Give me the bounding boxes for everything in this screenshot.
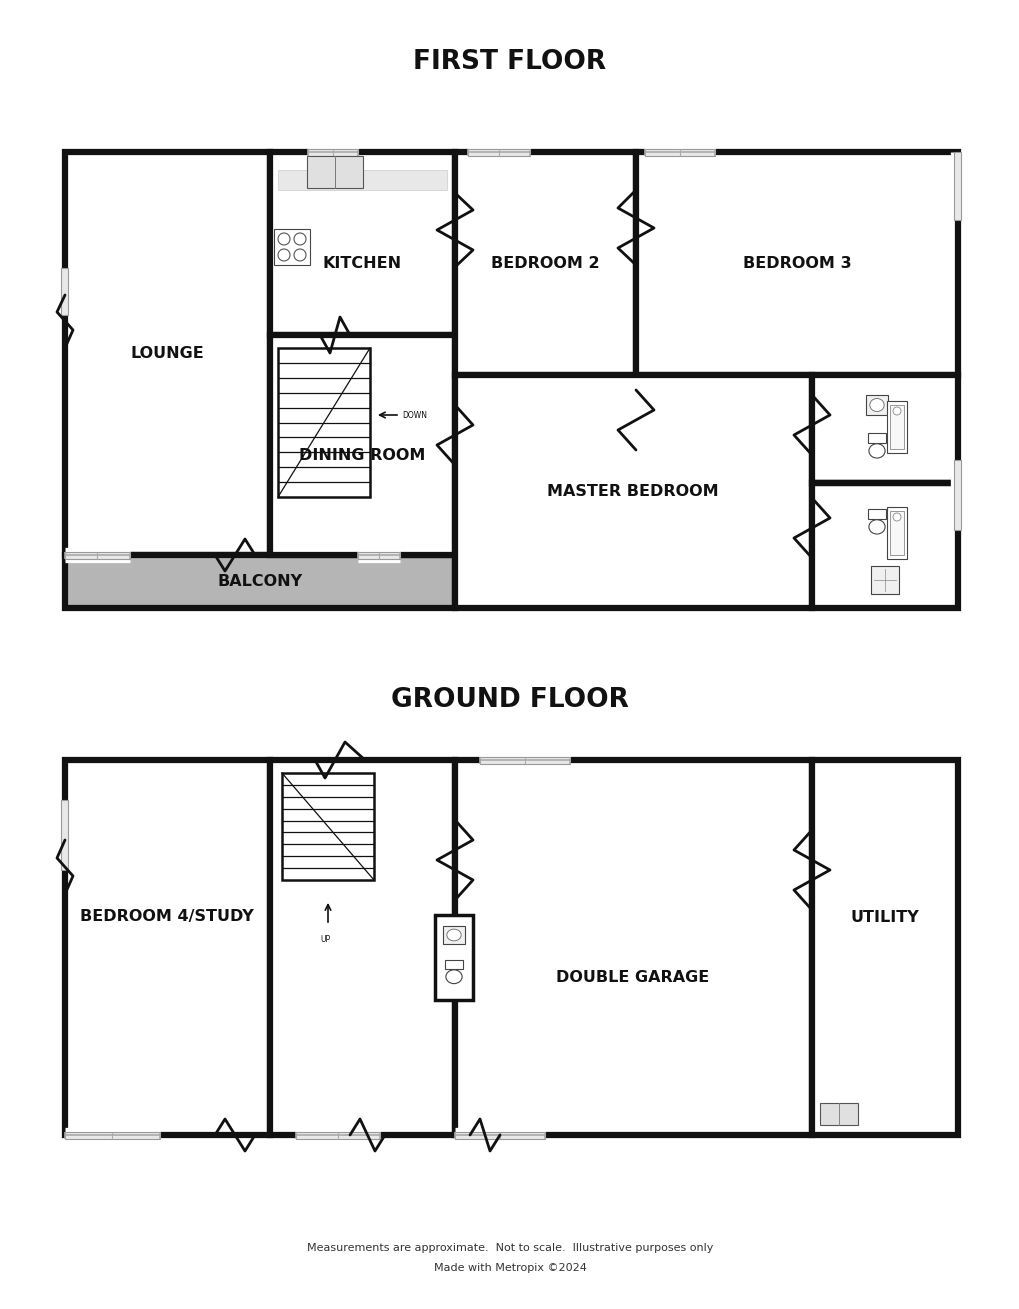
Bar <box>434 915 473 1000</box>
Bar <box>65 761 270 1135</box>
Bar <box>480 757 570 763</box>
Text: UP: UP <box>320 936 330 945</box>
Text: DOWN: DOWN <box>401 411 427 419</box>
Text: BEDROOM 3: BEDROOM 3 <box>742 255 851 271</box>
Bar <box>954 152 961 220</box>
Bar <box>61 268 68 315</box>
Text: KITCHEN: KITCHEN <box>322 255 401 271</box>
Bar <box>270 761 454 1135</box>
Circle shape <box>293 233 306 245</box>
Bar <box>444 959 463 969</box>
Text: BEDROOM 4/STUDY: BEDROOM 4/STUDY <box>81 910 254 924</box>
Bar <box>890 511 903 555</box>
Ellipse shape <box>868 444 884 458</box>
Bar <box>278 170 446 190</box>
Bar <box>296 1131 380 1139</box>
Bar <box>65 152 270 555</box>
Bar <box>308 148 358 156</box>
Bar <box>61 800 68 870</box>
Bar <box>454 152 636 374</box>
Bar <box>644 148 714 156</box>
Bar <box>358 551 399 559</box>
Text: LOUNGE: LOUNGE <box>130 346 204 360</box>
Text: MASTER BEDROOM: MASTER BEDROOM <box>546 483 718 499</box>
Circle shape <box>293 249 306 260</box>
Bar <box>454 761 811 1135</box>
Bar <box>281 774 374 880</box>
Bar <box>307 156 363 188</box>
Ellipse shape <box>445 970 462 983</box>
Bar <box>867 433 886 444</box>
Bar <box>887 507 906 559</box>
Bar <box>274 229 310 264</box>
Bar <box>811 761 957 1135</box>
Bar <box>811 374 957 483</box>
Text: DINING ROOM: DINING ROOM <box>299 448 425 462</box>
Bar <box>65 551 129 559</box>
Bar <box>954 459 961 530</box>
Text: Made with Metropix ©2024: Made with Metropix ©2024 <box>433 1263 586 1272</box>
Bar <box>811 483 957 607</box>
Bar <box>867 509 886 520</box>
Bar <box>278 348 370 497</box>
Ellipse shape <box>868 520 884 534</box>
Bar <box>65 555 454 607</box>
Text: BEDROOM 2: BEDROOM 2 <box>490 255 599 271</box>
Bar <box>442 925 465 944</box>
Text: Measurements are approximate.  Not to scale.  Illustrative purposes only: Measurements are approximate. Not to sca… <box>307 1244 712 1253</box>
Text: UTILITY: UTILITY <box>850 910 918 924</box>
Text: DOUBLE GARAGE: DOUBLE GARAGE <box>555 970 709 984</box>
Bar <box>865 395 888 415</box>
Bar <box>270 152 454 335</box>
Text: BALCONY: BALCONY <box>217 573 303 589</box>
Circle shape <box>892 407 900 415</box>
Text: FIRST FLOOR: FIRST FLOOR <box>413 48 606 75</box>
Bar <box>819 1103 857 1124</box>
Bar <box>270 335 454 555</box>
Bar <box>890 404 903 449</box>
Text: GROUND FLOOR: GROUND FLOOR <box>390 687 629 713</box>
Bar <box>870 565 898 594</box>
Circle shape <box>278 233 289 245</box>
Ellipse shape <box>446 929 461 941</box>
Bar <box>454 1131 544 1139</box>
Circle shape <box>892 513 900 521</box>
Bar <box>454 374 811 607</box>
Bar <box>468 148 530 156</box>
Ellipse shape <box>869 398 883 411</box>
Bar <box>636 152 957 374</box>
Bar <box>887 401 906 453</box>
Bar <box>65 1131 160 1139</box>
Circle shape <box>278 249 289 260</box>
